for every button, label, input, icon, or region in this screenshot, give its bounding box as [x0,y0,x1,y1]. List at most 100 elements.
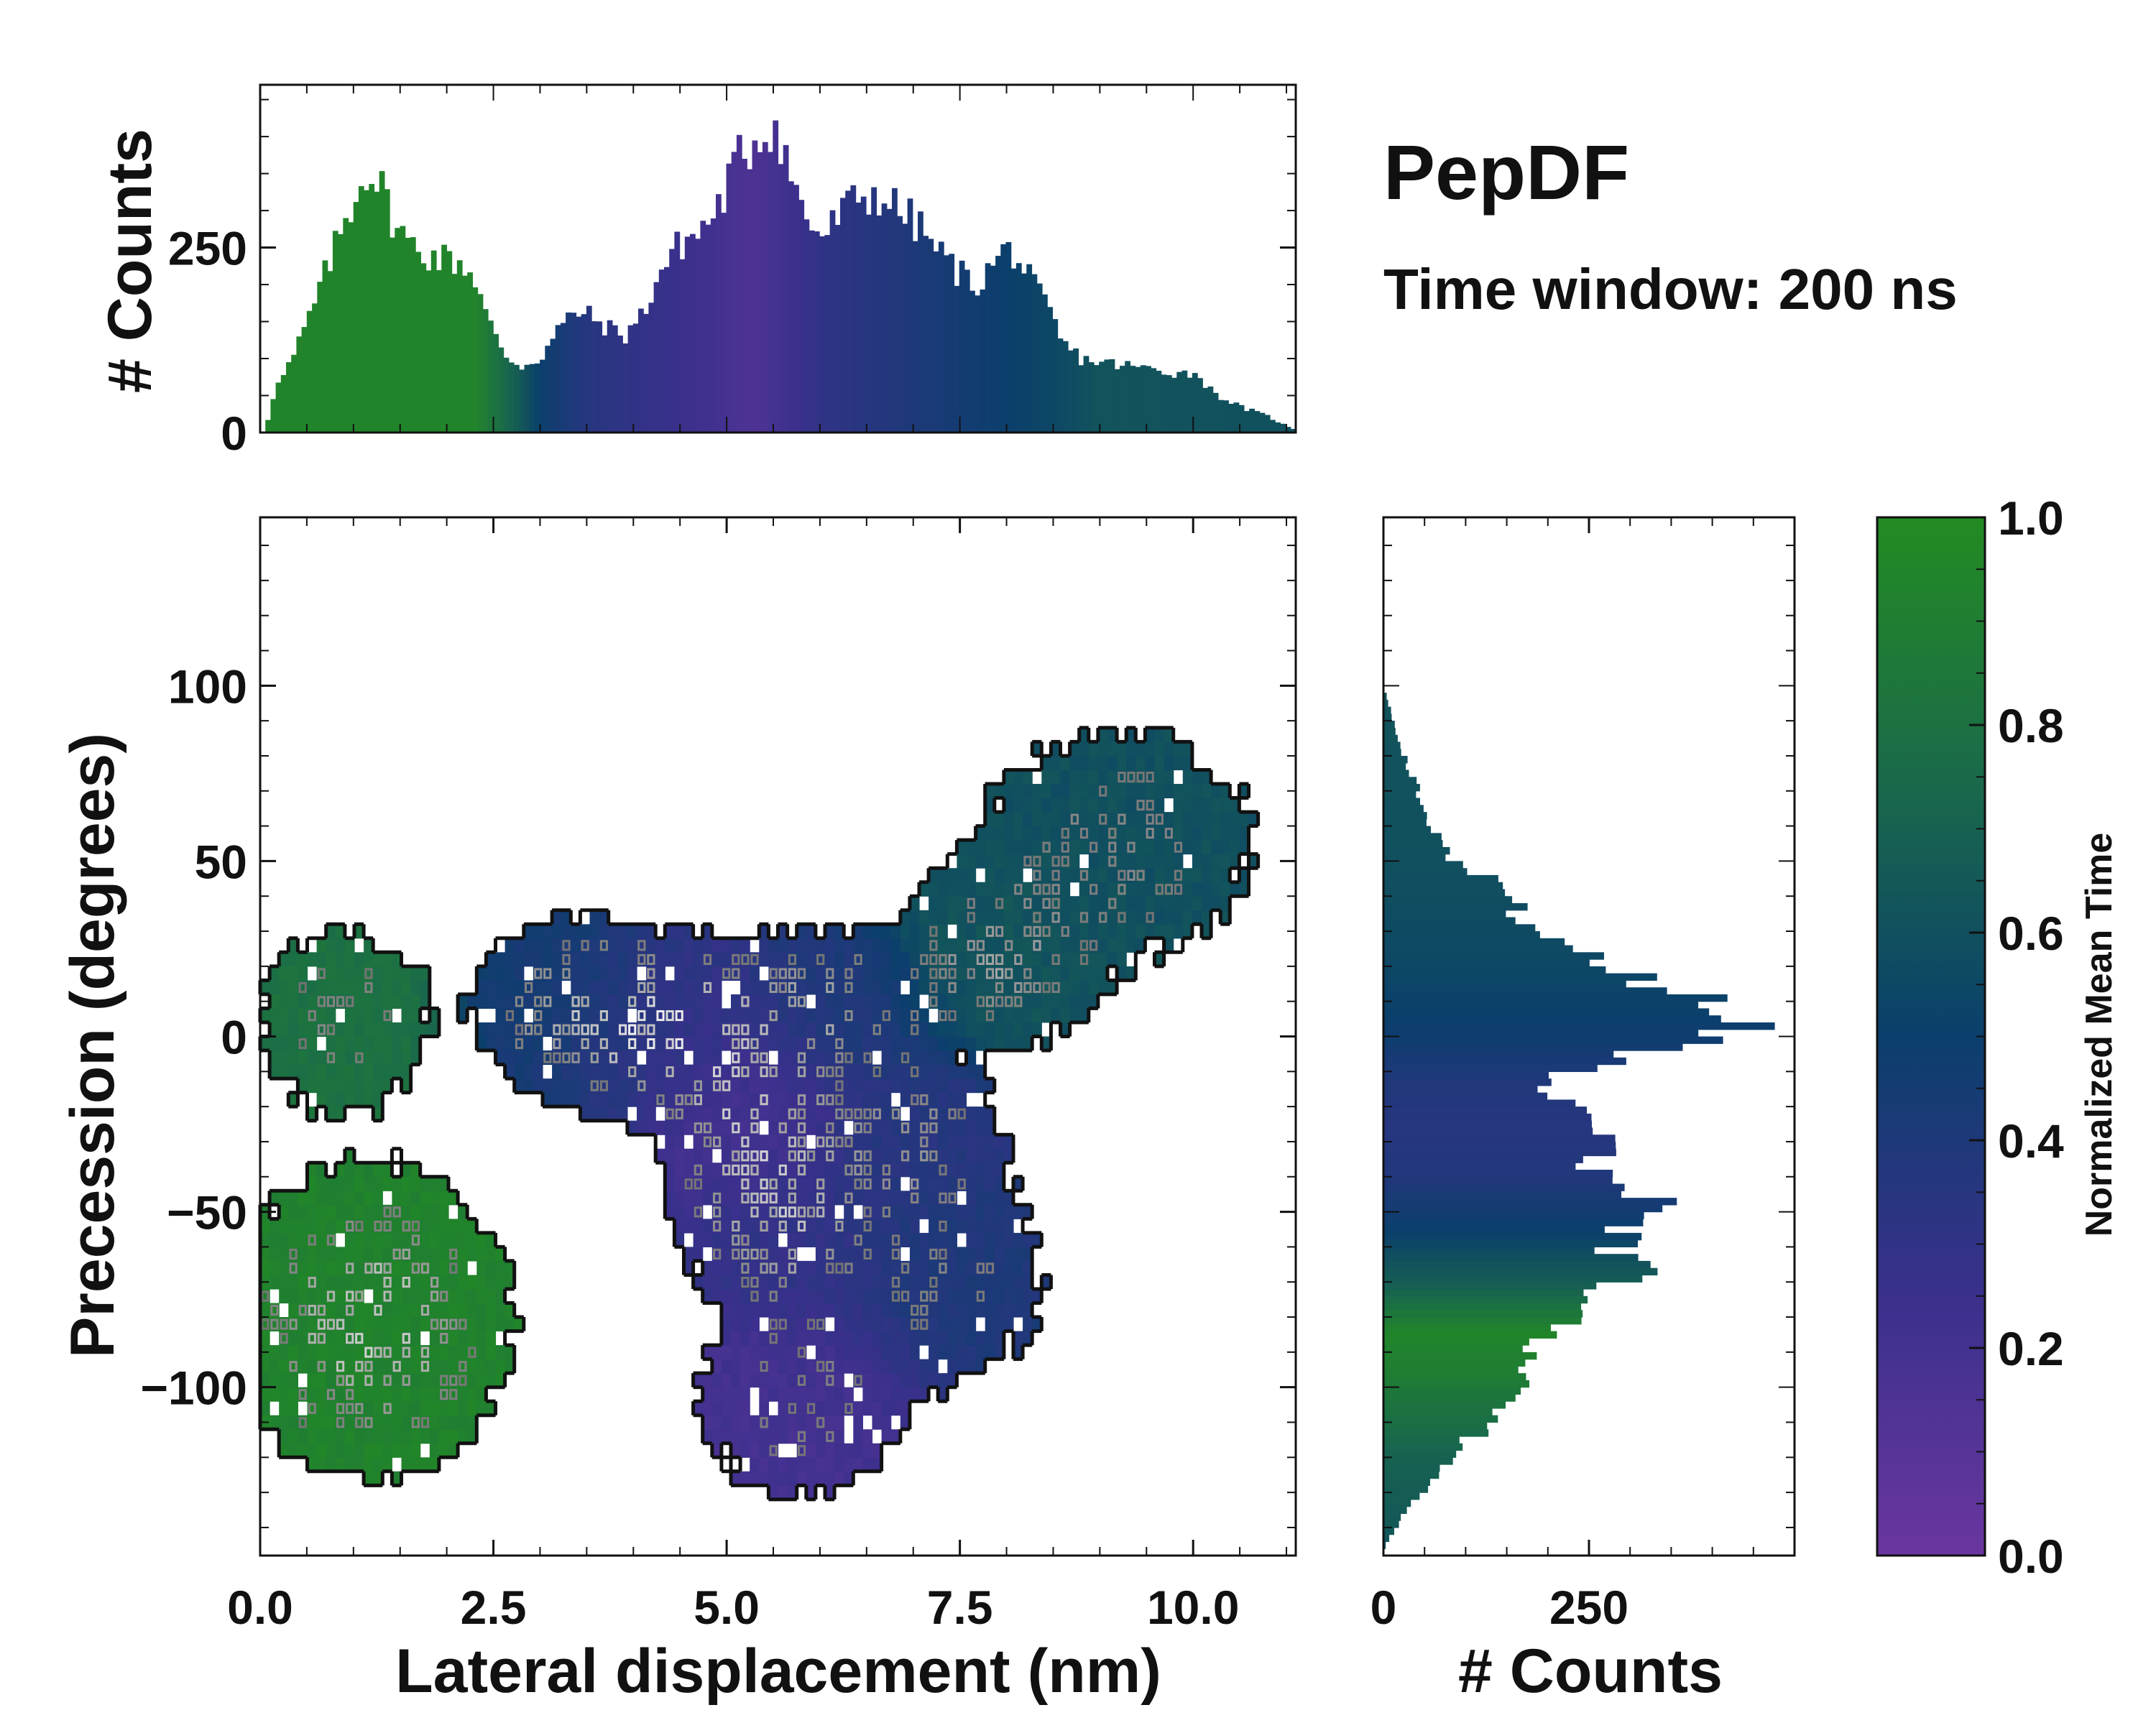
heatmap-cell [552,924,562,939]
top-histogram-bar [322,260,328,433]
heatmap-cell [448,1415,459,1430]
heatmap-cell [270,1275,280,1290]
heatmap-cell [740,1317,750,1332]
heatmap-cell [561,994,571,1009]
heatmap-cell [655,994,665,1009]
contour-mark [788,996,797,1007]
top-histogram-bar [783,144,789,433]
contour-mark [346,1220,354,1232]
contour-mark [1014,884,1023,895]
heatmap-cell [806,1485,816,1500]
heatmap-cell [617,966,628,981]
heatmap-cell [834,1176,844,1191]
right-histogram-bar [1383,1211,1644,1219]
contour-mark [628,996,637,1007]
heatmap-cell [872,1247,883,1262]
heatmap-cell [975,1022,986,1038]
contour-mark [1079,912,1089,923]
top-histogram-bar [617,336,623,433]
heatmap-cell [1097,840,1108,855]
top-histogram-bar [1176,371,1183,433]
heatmap-cell [711,1289,722,1304]
heatmap-cell [364,1191,374,1206]
heatmap-cell [316,980,327,995]
contour-mark [355,1403,364,1414]
contour-mark [797,1150,806,1162]
heatmap-cell [335,1191,346,1206]
heatmap-cell [438,1176,449,1191]
heatmap-cell [985,1191,995,1206]
right-histogram-bar [1383,1001,1699,1009]
contour-mark [920,1094,929,1106]
heatmap-cell [1173,854,1184,869]
contour-mark [732,953,740,966]
heatmap-cell [1003,1008,1014,1023]
heatmap-cell [825,1078,835,1094]
heatmap-cell [279,994,289,1009]
contour-mark [694,1178,702,1190]
contour-mark [741,1066,750,1078]
heatmap-cell [938,1345,948,1360]
main-x-tick-label: 5.0 [694,1581,760,1634]
heatmap-cell [966,980,977,995]
heatmap-cell [900,1317,911,1332]
heatmap-cell [787,1429,798,1444]
heatmap-cell [326,1204,336,1219]
heatmap-cell [298,1247,308,1262]
right-histogram-bar [1383,1295,1588,1304]
heatmap-cell [966,1148,977,1163]
heatmap-cell [335,1064,346,1079]
heatmap-cell [872,1232,883,1247]
heatmap-cell [721,952,732,967]
heatmap-cell [270,1022,280,1038]
heatmap-cell [552,1092,562,1107]
heatmap-cell [467,1247,477,1262]
heatmap-cell [909,1345,920,1360]
heatmap-cell [815,1471,826,1486]
heatmap-cell [655,1064,665,1079]
right-histogram-bar [1383,882,1503,890]
heatmap-cell [1013,1275,1023,1290]
heatmap-cell [476,1303,487,1318]
top-histogram-bar [467,272,473,433]
heatmap-cell [1069,868,1080,883]
heatmap-cell [759,1303,769,1318]
top-histogram-bar [581,314,587,433]
heatmap-cell [467,1219,477,1234]
heatmap-cell [683,1247,694,1262]
heatmap-cell [994,784,1005,799]
contour-mark [741,1136,750,1147]
heatmap-cell [429,1247,440,1262]
heatmap-cell [1182,741,1193,757]
heatmap-cell [373,1247,383,1262]
contour-mark [854,1150,862,1162]
heatmap-cell [1154,741,1165,757]
heatmap-cell [307,1457,318,1472]
heatmap-cell [1202,826,1212,841]
heatmap-cell [401,1232,412,1247]
heatmap-cell [787,1303,798,1318]
heatmap-cell [486,994,497,1009]
heatmap-cell [890,1219,901,1234]
heatmap-cell [288,1289,298,1304]
contour-mark [1023,968,1032,979]
heatmap-cell [495,1275,506,1290]
contour-mark [590,1052,599,1063]
heatmap-cell [853,938,863,953]
right-histogram-bar [1383,1485,1429,1493]
heatmap-cell [759,1471,769,1486]
heatmap-cell [750,1415,760,1430]
heatmap-cell [768,1135,779,1150]
contour-mark [326,1024,336,1035]
heatmap-cell [872,1078,883,1094]
heatmap-cell [796,1303,807,1318]
heatmap-cell [909,1148,920,1163]
heatmap-cell [881,1373,892,1388]
heatmap-cell [571,924,581,939]
heatmap-cell [523,1050,534,1066]
heatmap-cell [994,1303,1005,1318]
contour-mark [1079,953,1089,966]
heatmap-cell [938,882,948,897]
heatmap-cell [1069,896,1080,911]
heatmap-cell [260,1359,270,1374]
